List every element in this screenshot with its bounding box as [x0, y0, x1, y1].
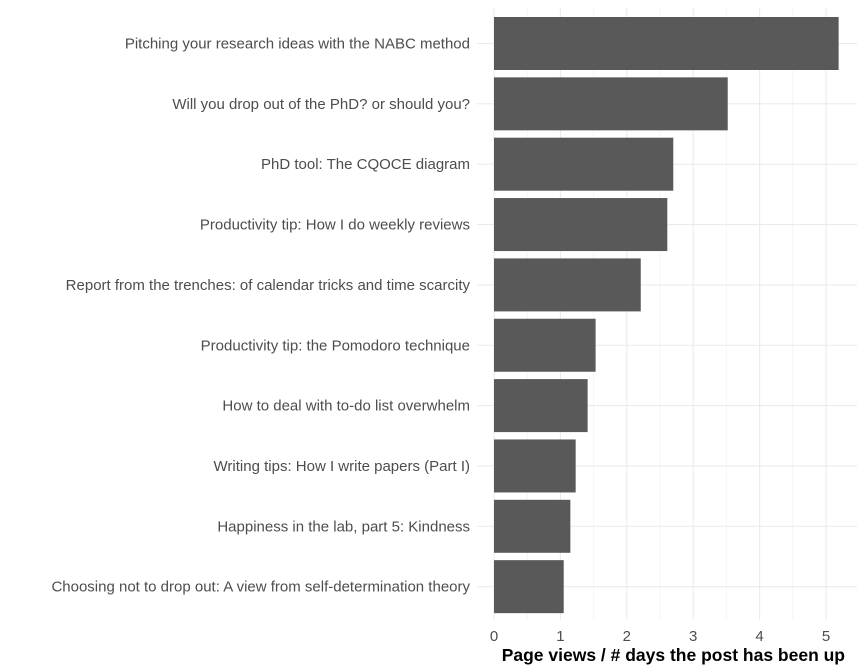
category-label: Report from the trenches: of calendar tr… — [66, 277, 471, 294]
x-tick-label: 5 — [822, 628, 830, 645]
category-label: Productivity tip: How I do weekly review… — [200, 217, 470, 234]
bar — [494, 17, 839, 70]
bar — [494, 318, 596, 372]
category-label: Productivity tip: the Pomodoro technique — [201, 337, 470, 354]
x-tick-labels: 0 1 2 3 4 5 — [490, 628, 830, 645]
category-label: Choosing not to drop out: A view from se… — [51, 579, 470, 596]
category-label: Will you drop out of the PhD? or should … — [172, 96, 470, 113]
bars — [494, 17, 839, 614]
bar — [494, 77, 728, 131]
bar — [494, 198, 668, 252]
bar — [494, 439, 576, 493]
category-labels: Pitching your research ideas with the NA… — [51, 36, 470, 596]
bar — [494, 379, 588, 433]
x-tick-label: 0 — [490, 628, 498, 645]
x-tick-label: 4 — [755, 628, 763, 645]
x-axis-title: Page views / # days the post has been up — [502, 645, 845, 665]
bar — [494, 499, 571, 553]
bar — [494, 560, 564, 614]
category-label: Writing tips: How I write papers (Part I… — [214, 458, 470, 475]
category-label: How to deal with to-do list overwhelm — [222, 398, 470, 415]
x-tick-label: 1 — [556, 628, 564, 645]
bar — [494, 137, 674, 191]
category-label: Happiness in the lab, part 5: Kindness — [217, 518, 470, 535]
x-tick-label: 2 — [623, 628, 631, 645]
category-label: Pitching your research ideas with the NA… — [125, 36, 470, 53]
bar — [494, 258, 641, 312]
category-label: PhD tool: The CQOCE diagram — [261, 156, 470, 173]
x-tick-label: 3 — [689, 628, 697, 645]
